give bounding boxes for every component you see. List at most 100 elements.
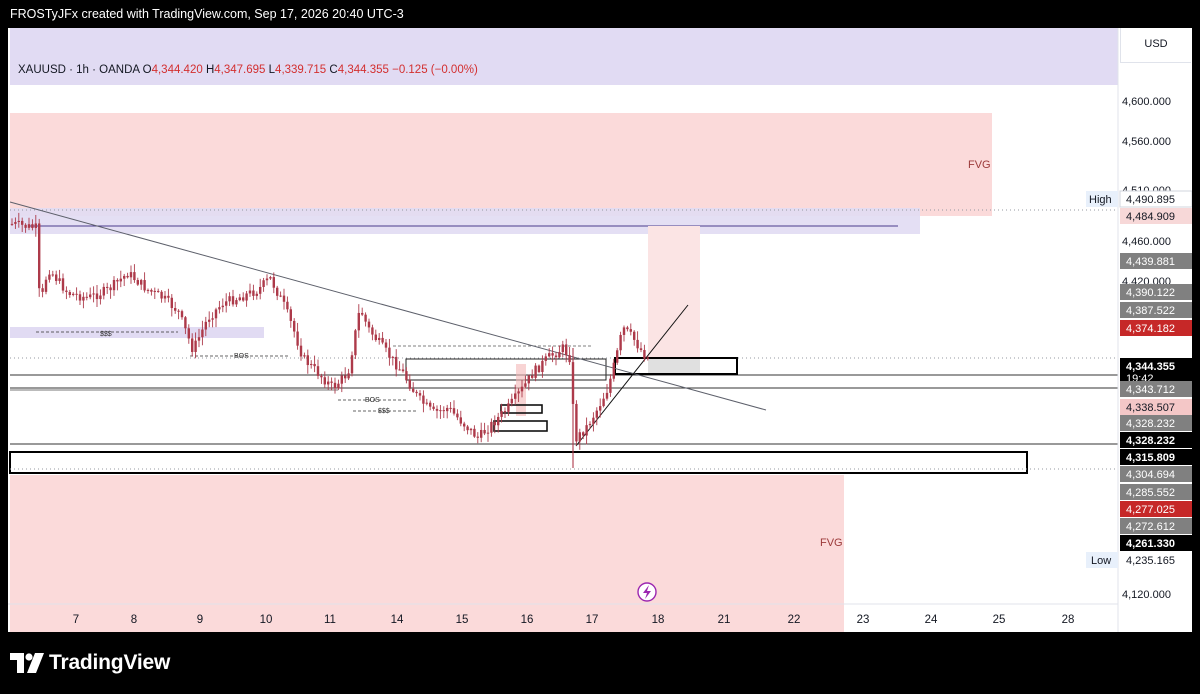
- candle-body: [238, 297, 241, 301]
- candle-body: [41, 288, 44, 292]
- candle-body: [486, 432, 490, 434]
- candle-body: [510, 398, 513, 404]
- price-scale-label: 4,600.000: [1122, 96, 1171, 108]
- tradingview-logo-mark: [10, 653, 44, 673]
- price-tag-label: 4,344.355: [1126, 361, 1175, 373]
- price-tag: [1120, 284, 1192, 300]
- candle-body: [473, 428, 476, 437]
- candle-body: [85, 296, 88, 298]
- candle-body: [95, 293, 99, 300]
- candle-body: [252, 290, 255, 296]
- price-axis[interactable]: 4,600.0004,560.0004,510.0004,460.0004,42…: [1086, 96, 1192, 601]
- candle-body: [483, 429, 486, 434]
- fvg-label-bottom: FVG: [820, 537, 843, 549]
- fvg-label-top: FVG: [968, 159, 991, 171]
- lightning-icon[interactable]: [637, 582, 657, 602]
- candle-body: [381, 337, 384, 343]
- time-label: 9: [197, 614, 203, 626]
- candle-body: [58, 278, 61, 281]
- candle-body: [119, 278, 122, 282]
- candle-body: [582, 432, 585, 436]
- candle-body: [55, 274, 58, 281]
- candle-body: [619, 334, 622, 351]
- time-axis[interactable]: 7 8 9 10 11 14 15 16 17 18 21 22 23 24 25 28: [73, 614, 1075, 626]
- candle-body: [167, 295, 170, 298]
- candle-body: [24, 224, 27, 228]
- fvg-zone-top: [10, 113, 992, 216]
- price-tag: [1120, 432, 1192, 448]
- candle-body: [391, 356, 394, 358]
- candle-body: [480, 429, 483, 438]
- candle-body: [378, 337, 381, 341]
- candle-body: [374, 334, 377, 341]
- price-scale-label: 4,460.000: [1122, 236, 1171, 248]
- candle-body: [524, 383, 527, 387]
- candle-body: [507, 403, 510, 412]
- candle-body: [89, 294, 92, 298]
- currency-label[interactable]: USD: [1120, 28, 1191, 63]
- price-tag: [1120, 484, 1192, 500]
- candle-body: [214, 309, 218, 319]
- candle-body: [174, 308, 177, 311]
- candle-body: [527, 375, 530, 384]
- chart-canvas[interactable]: FVG $$$ BOS: [8, 28, 1192, 632]
- candle-body: [272, 277, 275, 288]
- candle-body: [622, 327, 626, 335]
- price-tag: [1120, 358, 1192, 384]
- price-tag: [1120, 208, 1192, 224]
- candle-body: [112, 279, 116, 291]
- candle-body: [38, 223, 41, 289]
- time-label: 21: [718, 614, 731, 626]
- candle-body: [163, 295, 167, 299]
- time-label: 17: [586, 614, 599, 626]
- bos-label-1: BOS: [234, 353, 249, 360]
- fvg-zone-bottom: [10, 475, 844, 632]
- candle-body: [446, 407, 449, 412]
- candle-body: [395, 356, 398, 370]
- candle-body: [643, 350, 646, 359]
- demand-box: [9, 451, 1028, 474]
- chart-panel[interactable]: FVG $$$ BOS: [8, 28, 1192, 632]
- price-tag-label: 4,272.612: [1126, 521, 1175, 533]
- symbol-name[interactable]: XAUUSD · 1h · OANDA: [18, 64, 140, 76]
- projection-zone: [648, 226, 700, 358]
- candle-body: [639, 348, 643, 351]
- price-tag-label: 4,328.232: [1126, 418, 1175, 430]
- price-tag-label: 4,343.712: [1126, 384, 1175, 396]
- candle-body: [439, 410, 442, 412]
- candle-body: [452, 408, 456, 414]
- candle-body: [65, 290, 68, 293]
- candle-body: [14, 222, 17, 224]
- tradingview-logo[interactable]: TradingView: [10, 651, 170, 675]
- price-scale-label: 4,560.000: [1122, 136, 1171, 148]
- candle-body: [330, 381, 333, 383]
- candle-body: [418, 393, 422, 396]
- candle-body: [316, 366, 320, 376]
- candle-body: [48, 274, 51, 280]
- candle-body: [633, 331, 636, 340]
- candle-body: [293, 320, 296, 332]
- candle-body: [534, 365, 537, 378]
- range-box: [405, 358, 607, 381]
- candle-body: [245, 293, 248, 301]
- candle-body: [364, 314, 367, 322]
- candle-body: [323, 377, 326, 385]
- candle-body: [561, 344, 564, 353]
- candle-body: [27, 224, 31, 228]
- candle-body: [78, 294, 82, 301]
- candle-body: [565, 344, 568, 356]
- candle-body: [102, 286, 105, 296]
- candle-body: [599, 406, 602, 411]
- candle-body: [541, 360, 544, 372]
- candle-body: [361, 312, 364, 315]
- candle-body: [548, 353, 551, 357]
- candle-body: [31, 224, 34, 229]
- candle-body: [299, 345, 303, 357]
- candle-body: [310, 363, 313, 366]
- candle-body: [554, 355, 558, 358]
- price-tag-label: 4,285.552: [1126, 487, 1175, 499]
- candle-body: [449, 407, 452, 409]
- candle-body: [265, 278, 269, 281]
- price-tag: [1120, 253, 1192, 269]
- candle-body: [429, 402, 432, 407]
